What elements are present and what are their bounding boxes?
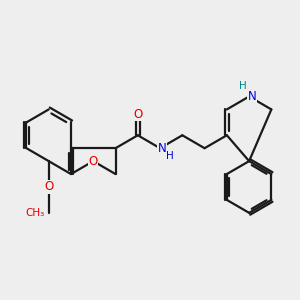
Text: H: H <box>239 81 247 92</box>
Text: N: N <box>248 90 256 103</box>
Text: N: N <box>158 142 166 155</box>
Text: CH₃: CH₃ <box>25 208 44 218</box>
Text: O: O <box>88 154 98 168</box>
Text: O: O <box>44 181 53 194</box>
Text: O: O <box>133 108 142 121</box>
Text: H: H <box>166 151 174 161</box>
